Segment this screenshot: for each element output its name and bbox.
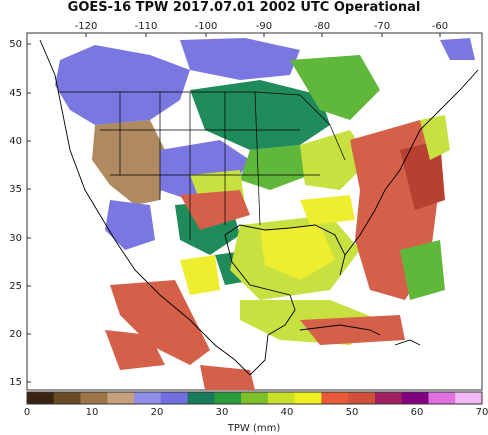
yellow-region-3 [300,195,355,225]
colorbar-swatch [160,392,189,404]
colorbar-swatch [321,392,349,404]
y-tick-label: 50 [9,39,22,50]
red-region-pacific [105,330,165,370]
colorbar-swatch [428,392,456,404]
colorbar-swatch [267,392,296,404]
x-tick-label: -70 [374,21,390,32]
colorbar: 0 10 20 30 40 50 60 70 [24,391,488,418]
y-tick-label: 30 [9,233,22,244]
x-axis: -120 -110 -100 -90 -80 -70 -60 [75,21,448,37]
colorbar-swatch [107,392,135,404]
colorbar-swatch [401,392,429,404]
y-tick-label: 15 [9,377,22,388]
x-tick-label: -120 [75,21,98,32]
y-tick-label: 25 [9,281,22,292]
colorbar-swatch [214,392,242,404]
map-title: GOES-16 TPW 2017.07.01 2002 UTC Operatio… [67,0,421,15]
yellow-region-2 [180,255,220,295]
colorbar-swatch [455,392,483,404]
yg-region-atlantic [420,115,450,160]
y-tick-label: 40 [9,136,22,147]
green-region-east [290,55,380,120]
low-region-ne [440,38,475,60]
x-tick-label: -80 [314,21,330,32]
x-tick-label: -90 [256,21,272,32]
colorbar-swatch [187,392,215,404]
colorbar-tick-label: 60 [411,407,424,418]
colorbar-swatch [294,392,322,404]
red-region-south [200,365,255,390]
colorbar-swatch [80,392,108,404]
y-tick-label: 35 [9,184,22,195]
colorbar-swatch [241,392,269,404]
dry-region [92,120,165,205]
yellow-region-1 [260,225,335,280]
red-region-gulf [180,190,250,230]
colorbar-swatch [53,392,82,404]
colorbar-title: TPW (mm) [227,423,281,434]
red-region-mexico [110,280,210,365]
colorbar-tick-label: 0 [24,407,30,418]
colorbar-tick-label: 10 [86,407,99,418]
colorbar-frame [26,391,483,405]
political-borders [58,91,346,240]
coastlines [39,39,479,376]
low-region-north [180,38,300,80]
x-tick-label: -110 [135,21,158,32]
colorbar-swatch [374,392,403,404]
colorbar-swatch [27,392,55,404]
green-region-atlantic-edge [400,240,445,300]
red-region-caribbean [300,315,405,345]
tpw-field [39,38,479,390]
x-tick-label: -100 [195,21,218,32]
low-region-west [55,45,190,125]
y-tick-label: 20 [9,329,22,340]
y-axis: 50 45 40 35 30 25 20 15 [9,39,31,388]
y-tick-label: 45 [9,88,22,99]
colorbar-tick-label: 20 [151,407,164,418]
colorbar-tick-label: 70 [476,407,488,418]
low-region-sw [105,200,155,250]
x-tick-label: -60 [432,21,448,32]
colorbar-tick-label: 30 [216,407,229,418]
colorbar-tick-label: 40 [281,407,294,418]
colorbar-swatch [348,392,376,404]
colorbar-tick-label: 50 [346,407,359,418]
colorbar-swatch [134,392,162,404]
